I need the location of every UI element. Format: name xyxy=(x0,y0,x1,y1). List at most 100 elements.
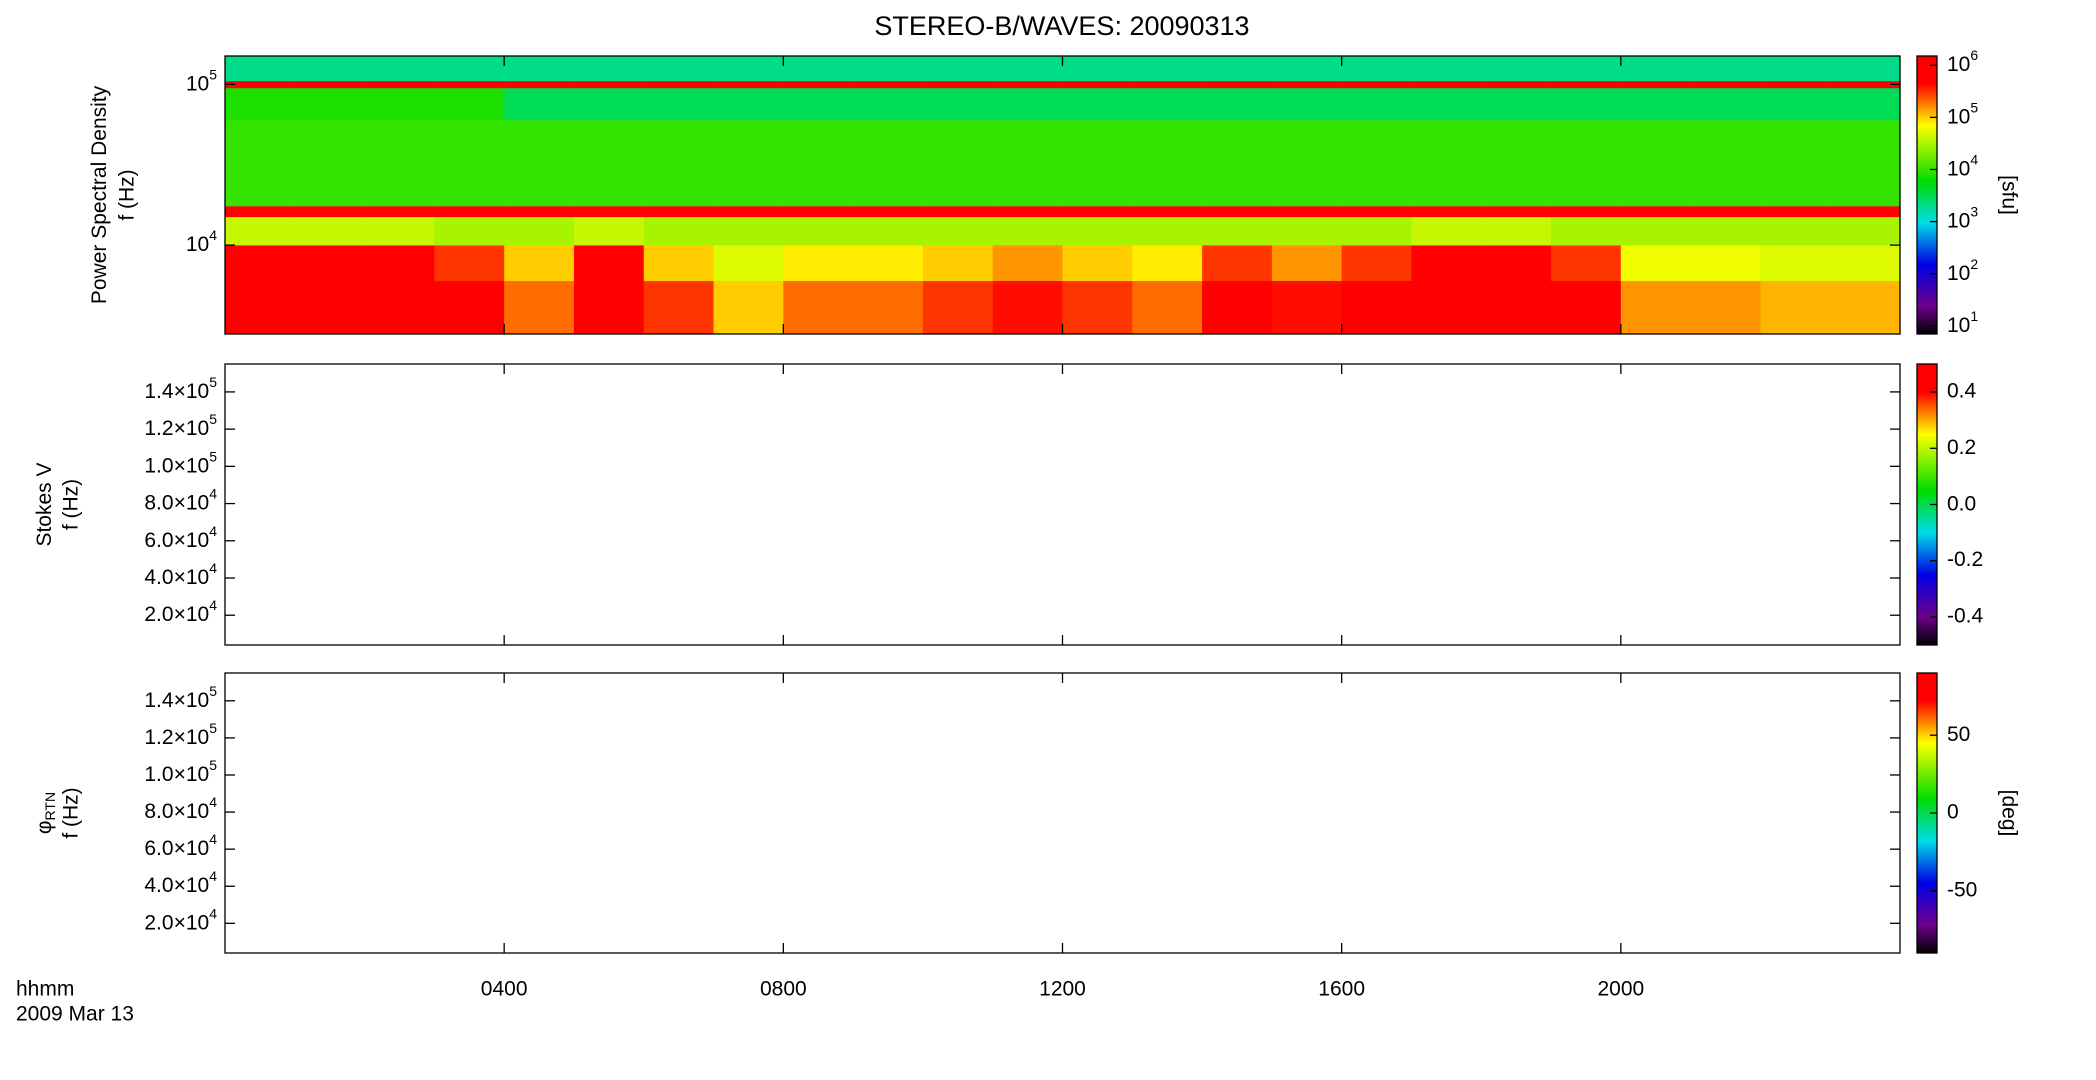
heatmap-cell xyxy=(225,216,296,246)
y-tick-label: 4.0×104 xyxy=(144,868,217,897)
heatmap-cell xyxy=(1411,119,1482,207)
x-tick-label: 1600 xyxy=(1318,978,1365,1001)
heatmap-cell xyxy=(1481,245,1552,282)
heatmap-cell xyxy=(853,119,924,207)
y-tick-label-base: 1.0×10 xyxy=(144,454,209,477)
heatmap-cell xyxy=(1132,216,1203,246)
heatmap-cell xyxy=(1551,80,1622,89)
heatmap-cell xyxy=(1551,280,1622,335)
heatmap-cell xyxy=(1760,87,1831,121)
heatmap-cell xyxy=(992,87,1064,121)
heatmap-cell xyxy=(992,56,1064,82)
y-tick-label-exp: 5 xyxy=(209,757,217,773)
y-axis-label-unit: f (Hz) xyxy=(60,479,83,530)
heatmap-cell xyxy=(225,280,296,335)
heatmap-cell xyxy=(1551,245,1622,282)
heatmap-cell xyxy=(1271,206,1343,218)
heatmap-cell xyxy=(1062,87,1133,121)
heatmap-cell xyxy=(922,80,994,89)
heatmap-cell xyxy=(1620,216,1692,246)
y-tick-label-base: 6.0×10 xyxy=(144,528,209,551)
heatmap-cell xyxy=(1062,245,1133,282)
heatmap-cell xyxy=(922,56,994,82)
y-tick-label-base: 10 xyxy=(186,72,209,95)
heatmap-cell xyxy=(783,206,854,218)
heatmap-cell xyxy=(853,56,924,82)
heatmap-cell xyxy=(225,245,296,282)
heatmap-cell xyxy=(713,87,784,121)
heatmap-cell xyxy=(1341,280,1413,335)
heatmap-cell xyxy=(1202,245,1273,282)
colorbar-tick-label: 103 xyxy=(1947,203,1978,232)
heatmap-cell xyxy=(783,119,854,207)
heatmap-cell xyxy=(1690,87,1762,121)
heatmap-cell xyxy=(1341,56,1413,82)
y-tick-label-base: 8.0×10 xyxy=(144,491,209,514)
y-tick-label-base: 1.2×10 xyxy=(144,417,209,440)
heatmap-cell xyxy=(783,56,854,82)
heatmap-cell xyxy=(294,87,366,121)
heatmap-cell xyxy=(853,280,924,335)
heatmap-cell xyxy=(434,206,505,218)
heatmap-cell xyxy=(294,206,366,218)
colorbar-tick-label-base: 10 xyxy=(1947,313,1970,336)
heatmap-cell xyxy=(922,119,994,207)
heatmap-cell xyxy=(922,280,994,335)
y-tick-label: 1.0×105 xyxy=(144,757,217,786)
heatmap-cell xyxy=(1271,119,1343,207)
y-tick-label: 8.0×104 xyxy=(144,485,217,514)
heatmap-cell xyxy=(1481,216,1552,246)
heatmap-cell xyxy=(1271,80,1343,89)
colorbar-tick-label: 106 xyxy=(1947,47,1978,76)
heatmap-cell xyxy=(992,206,1064,218)
colorbar-tick-label-exp: 6 xyxy=(1970,47,1978,63)
heatmap-cell xyxy=(294,56,366,82)
heatmap-cell xyxy=(643,87,715,121)
colorbar-tick-label: -0.2 xyxy=(1947,548,1983,571)
y-tick-label-exp: 4 xyxy=(209,905,217,921)
heatmap-cell xyxy=(1062,56,1133,82)
heatmap-cell xyxy=(992,119,1064,207)
heatmap-cell xyxy=(1551,216,1622,246)
heatmap-cell xyxy=(713,280,784,335)
heatmap-cell xyxy=(1760,80,1831,89)
colorbar-tick-label-base: 0.0 xyxy=(1947,492,1976,515)
heatmap-cell xyxy=(1690,119,1762,207)
heatmap-cell xyxy=(1341,87,1413,121)
heatmap-cell xyxy=(992,245,1064,282)
heatmap-cell xyxy=(434,216,505,246)
heatmap-cell xyxy=(1341,206,1413,218)
heatmap-cell xyxy=(434,280,505,335)
heatmap-cell xyxy=(573,206,645,218)
heatmap-cell xyxy=(1481,80,1552,89)
heatmap-cell xyxy=(573,119,645,207)
heatmap-cell xyxy=(1202,206,1273,218)
heatmap-cell xyxy=(783,80,854,89)
heatmap-cell xyxy=(1830,245,1901,282)
heatmap-cell xyxy=(1760,216,1831,246)
heatmap-cell xyxy=(364,216,435,246)
heatmap-cell xyxy=(504,80,575,89)
heatmap-cell xyxy=(573,56,645,82)
heatmap-cell xyxy=(434,80,505,89)
y-tick-label-exp: 5 xyxy=(209,448,217,464)
y-axis-label-main: Power Spectral Density xyxy=(88,85,111,304)
heatmap-cell xyxy=(713,245,784,282)
heatmap-cell xyxy=(922,216,994,246)
heatmap-cell xyxy=(1830,119,1901,207)
y-tick-label: 1.2×105 xyxy=(144,411,217,440)
heatmap-cell xyxy=(434,119,505,207)
y-axis-label-main: Stokes V xyxy=(33,462,56,546)
colorbar-tick-label-base: 10 xyxy=(1947,261,1970,284)
y-axis-label: Power Spectral Density xyxy=(88,85,111,304)
heatmap-cell xyxy=(1690,80,1762,89)
heatmap-cell xyxy=(1481,56,1552,82)
y-tick-label: 2.0×104 xyxy=(144,905,217,934)
heatmap-cell xyxy=(1411,80,1482,89)
heatmap-cell xyxy=(992,280,1064,335)
y-tick-label-exp: 4 xyxy=(209,485,217,501)
heatmap-cell xyxy=(504,216,575,246)
y-tick-label-exp: 5 xyxy=(209,374,217,390)
colorbar-tick-label: 102 xyxy=(1947,255,1978,284)
